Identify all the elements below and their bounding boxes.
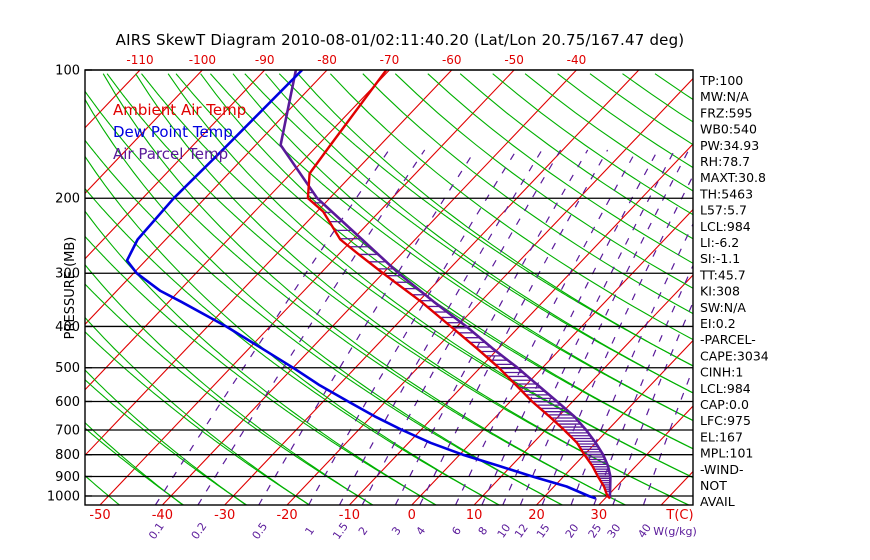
pressure-tick-100: 100 [55,64,80,79]
stat-sw-n-a: SW:N/A [700,300,746,315]
mixing-ratio-tick-6: 6 [449,524,464,537]
stat-maxt-30-8: MAXT:30.8 [700,170,766,185]
legend-item-0: Ambient Air Temp [113,101,246,119]
mixing-ratio-tick-30: 30 [605,522,624,541]
stat-ki-308: KI:308 [700,284,740,299]
mixing-ratio-tick-40: 40 [635,522,654,541]
stat-th-5463: TH:5463 [699,186,753,201]
stat-not: NOT [700,478,727,493]
top-temp-tick--40: -40 [567,53,587,67]
bottom-temp-tick--20: -20 [276,508,297,523]
stat-tt-45-7: TT:45.7 [699,267,746,282]
stat-l57-5-7: L57:5.7 [700,203,747,218]
stat-lfc-975: LFC:975 [700,413,751,428]
stat-avail: AVAIL [700,494,735,509]
page-title: AIRS SkewT Diagram 2010-08-01/02:11:40.2… [115,31,685,49]
pressure-tick-200: 200 [55,192,80,207]
stat-lcl-984: LCL:984 [700,219,751,234]
stat-frz-595: FRZ:595 [700,105,753,120]
stat-cap-0-0: CAP:0.0 [700,397,749,412]
stat-cape-3034: CAPE:3034 [700,348,769,363]
mixing-ratio-tick-15: 15 [534,522,553,541]
pressure-tick-1000: 1000 [47,489,80,504]
mixing-ratio-tick-12: 12 [512,522,531,541]
bottom-temp-tick-20: 20 [528,508,545,523]
mixing-ratio-tick-25: 25 [586,522,605,541]
bottom-temp-tick-10: 10 [466,508,483,523]
top-temp-tick--90: -90 [255,53,275,67]
top-temp-tick--110: -110 [126,53,153,67]
top-temp-tick--50: -50 [504,53,524,67]
pressure-tick-700: 700 [55,423,80,438]
legend-item-1: Dew Point Temp [113,123,233,141]
pressure-tick-800: 800 [55,448,80,463]
mixing-ratio-tick-10: 10 [495,522,514,541]
mixing-ratio-tick-1.5: 1.5 [330,520,351,542]
legend-item-2: Air Parcel Temp [113,145,228,163]
bottom-temp-tick--50: -50 [89,508,110,523]
top-temp-tick--100: -100 [189,53,216,67]
bottom-temp-tick--10: -10 [339,508,360,523]
stat-cinh-1: CINH:1 [700,365,743,380]
bottom-temp-tick--30: -30 [214,508,235,523]
stat-si--1-1: SI:-1.1 [700,251,740,266]
sounding-curves [125,70,612,500]
plot-frame [84,69,694,506]
stat-tp-100: TP:100 [699,73,743,88]
mixing-ratio-tick-2: 2 [356,524,371,537]
mixing-ratio-tick-4: 4 [414,524,429,537]
mixing-ratio-tick-8: 8 [476,524,491,537]
mixing-ratio-tick-0.2: 0.2 [189,520,210,542]
stat-pw-34-93: PW:34.93 [700,138,759,153]
stat-mpl-101: MPL:101 [700,446,753,461]
y-axis-label: PRESSURE (MB) [63,237,78,340]
pressure-tick-300: 300 [55,267,80,282]
stat-li--6-2: LI:-6.2 [700,235,739,250]
pressure-tick-500: 500 [55,361,80,376]
mixing-ratio-tick-0.1: 0.1 [146,520,167,542]
pressure-tick-400: 400 [55,320,80,335]
mixing-ratio-tick-1: 1 [302,524,317,537]
stat-lcl-984: LCL:984 [700,381,751,396]
bottom-temp-tick-30: 30 [591,508,608,523]
stat--wind-: -WIND- [700,462,744,477]
stat--parcel-: -PARCEL- [700,332,756,347]
bottom-temp-axis-label: T(C) [665,508,693,523]
mixing-ratio-axis-label: W(g/kg) [653,525,697,538]
bottom-temp-tick-0: 0 [408,508,416,523]
top-temp-tick--70: -70 [380,53,400,67]
pressure-tick-900: 900 [55,470,80,485]
stat-rh-78-7: RH:78.7 [700,154,750,169]
pressure-tick-600: 600 [55,395,80,410]
stat-mw-n-a: MW:N/A [700,89,749,104]
top-temp-tick--60: -60 [442,53,462,67]
stat-ei-0-2: EI:0.2 [700,316,736,331]
mixing-ratio-tick-20: 20 [563,522,582,541]
mixing-ratio-tick-0.5: 0.5 [250,520,271,542]
bottom-temp-tick--40: -40 [152,508,173,523]
mixing-ratio-tick-3: 3 [389,524,404,537]
stat-wb0-540: WB0:540 [700,122,757,137]
top-temp-tick--80: -80 [317,53,337,67]
legend: Ambient Air Temp Dew Point Temp Air Parcel… [113,101,246,163]
stat-el-167: EL:167 [700,429,743,444]
